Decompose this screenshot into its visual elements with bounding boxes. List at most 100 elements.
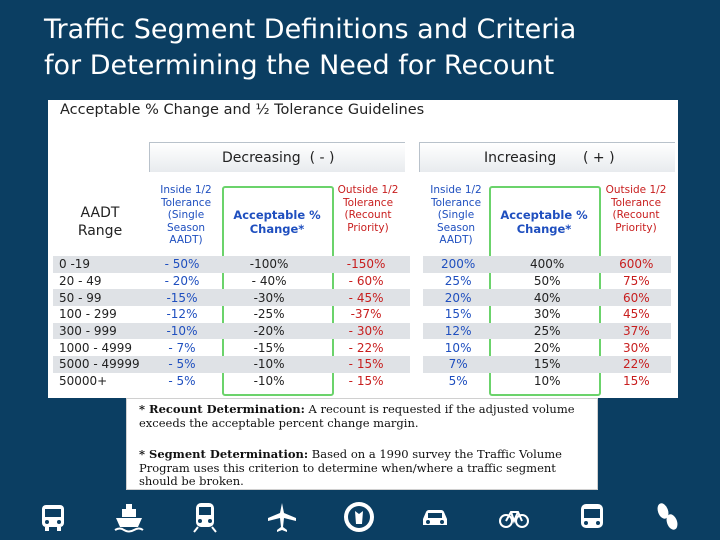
aadt-range-cell: 1000 - 4999 bbox=[59, 340, 133, 355]
footer-icon-bar bbox=[0, 492, 720, 540]
decreasing-outside-cell: - 30% bbox=[322, 322, 410, 340]
aadt-range-cell: 20 - 49 bbox=[59, 274, 102, 289]
segment-note: * Segment Determination: Based on a 1990… bbox=[139, 447, 594, 489]
increasing-acceptable-cell: 10% bbox=[533, 374, 561, 389]
decreasing-outside-cell: - 15% bbox=[322, 356, 410, 373]
increasing-inside-cell: 7% bbox=[423, 356, 493, 373]
spacer-cell bbox=[409, 356, 424, 373]
decreasing-inside-cell: -15% bbox=[148, 289, 216, 307]
title-line-1: Traffic Segment Definitions and Criteria bbox=[44, 14, 577, 45]
decreasing-inside-cell: - 50% bbox=[148, 256, 216, 273]
table-row: 50 - 99 -15% -30% - 45% 20% 40% 60% bbox=[53, 289, 671, 307]
ship-icon bbox=[112, 500, 146, 534]
table-row: 20 - 49 - 20% - 40% - 60% 25% 50% 75% bbox=[53, 273, 671, 290]
bus-icon bbox=[36, 500, 70, 534]
decreasing-outside-cell: -150% bbox=[322, 256, 410, 273]
decreasing-outside-header: Outside 1/2 Tolerance (Recount Priority) bbox=[337, 184, 399, 234]
decreasing-header: Decreasing ( - ) bbox=[149, 142, 405, 172]
decreasing-inside-cell: - 7% bbox=[168, 340, 196, 355]
increasing-acceptable-cell: 15% bbox=[492, 356, 602, 373]
decreasing-outside-cell: - 22% bbox=[348, 340, 384, 355]
increasing-outside-cell: 15% bbox=[622, 374, 650, 389]
decreasing-outside-cell: - 45% bbox=[322, 289, 410, 307]
table-row: 1000 - 4999 - 7% -15% - 22% 10% 20% 30% bbox=[53, 339, 671, 356]
decreasing-acceptable-cell: -30% bbox=[215, 289, 323, 307]
increasing-inside-header: Inside 1/2 Tolerance (Single Season AADT… bbox=[430, 184, 482, 246]
increasing-acceptable-cell: 400% bbox=[492, 256, 602, 273]
spacer-cell bbox=[409, 322, 424, 340]
decreasing-inside-cell: - 20% bbox=[164, 274, 200, 289]
decreasing-acceptable-cell: -15% bbox=[253, 340, 285, 355]
increasing-outside-cell: 30% bbox=[622, 340, 650, 355]
range-label: Range bbox=[77, 223, 123, 239]
footprints-icon bbox=[650, 500, 684, 534]
increasing-outside-cell: 37% bbox=[601, 322, 671, 340]
spacer-cell bbox=[410, 339, 424, 356]
table-row: 100 - 299 -12% -25% -37% 15% 30% 45% bbox=[53, 306, 671, 323]
aadt-range-cell: 50 - 99 bbox=[53, 289, 149, 307]
spacer-cell bbox=[410, 373, 424, 390]
table-title: Acceptable % Change and ½ Tolerance Guid… bbox=[60, 102, 425, 118]
spacer-cell bbox=[409, 256, 424, 273]
recount-label: * Recount Determination: bbox=[139, 402, 305, 416]
increasing-outside-header: Outside 1/2 Tolerance (Recount Priority) bbox=[605, 184, 667, 234]
bicycle-icon bbox=[497, 500, 531, 534]
increasing-inside-cell: 20% bbox=[423, 289, 493, 307]
guidelines-table-panel: Acceptable % Change and ½ Tolerance Guid… bbox=[48, 100, 678, 398]
increasing-acceptable-cell: 30% bbox=[533, 307, 561, 322]
aadt-range-cell: 100 - 299 bbox=[59, 307, 117, 322]
increasing-header: Increasing ( + ) bbox=[419, 142, 675, 172]
spacer-cell bbox=[409, 289, 424, 307]
car-icon bbox=[418, 500, 452, 534]
decreasing-acceptable-cell: -10% bbox=[253, 374, 285, 389]
increasing-inside-cell: 12% bbox=[423, 322, 493, 340]
dot-seal-icon bbox=[342, 500, 376, 534]
decreasing-outside-cell: - 15% bbox=[348, 374, 384, 389]
guidelines-table: 0 -19- 50% -100% -150% 200% 400% 600% 20 - 49 -… bbox=[53, 256, 671, 390]
increasing-outside-cell: 60% bbox=[601, 289, 671, 307]
segment-label: * Segment Determination: bbox=[139, 447, 309, 461]
segment-text: Based on a 1990 survey the Traffic Volum… bbox=[139, 447, 562, 488]
recount-note: * Recount Determination: A recount is re… bbox=[139, 402, 594, 430]
decreasing-outside-cell: -37% bbox=[350, 307, 382, 322]
decreasing-acceptable-header: Acceptable % Change* bbox=[233, 208, 321, 236]
increasing-acceptable-cell: 50% bbox=[533, 274, 561, 289]
aadt-range-header: AADT Range bbox=[70, 204, 130, 240]
table-row: 300 - 999 -10% -20% - 30% 12% 25% 37% bbox=[53, 322, 671, 340]
increasing-inside-cell: 10% bbox=[444, 340, 472, 355]
spacer-cell bbox=[410, 306, 424, 323]
aadt-range-cell: 50000+ bbox=[59, 374, 108, 389]
increasing-acceptable-cell: 20% bbox=[533, 340, 561, 355]
decreasing-acceptable-cell: -100% bbox=[215, 256, 323, 273]
increasing-outside-cell: 22% bbox=[601, 356, 671, 373]
increasing-inside-cell: 25% bbox=[444, 274, 472, 289]
decreasing-inside-cell: -12% bbox=[166, 307, 198, 322]
aadt-range-cell: 300 - 999 bbox=[53, 322, 149, 340]
table-row: 0 -19- 50% -100% -150% 200% 400% 600% bbox=[53, 256, 671, 273]
increasing-acceptable-header: Acceptable % Change* bbox=[500, 208, 588, 236]
title-line-2: for Determining the Need for Recount bbox=[44, 50, 555, 81]
decreasing-acceptable-cell: -10% bbox=[215, 356, 323, 373]
increasing-outside-cell: 45% bbox=[622, 307, 650, 322]
table-row: 50000+ - 5% -10% - 15% 5% 10% 15% bbox=[53, 373, 671, 390]
train-icon bbox=[188, 500, 222, 534]
bus-front-icon bbox=[575, 500, 609, 534]
table-row: 5000 - 49999- 5% -10% - 15% 7% 15% 22% bbox=[53, 356, 671, 373]
increasing-outside-cell: 75% bbox=[622, 274, 650, 289]
recount-text: A recount is requested if the adjusted v… bbox=[139, 402, 575, 430]
decreasing-outside-cell: - 60% bbox=[348, 274, 384, 289]
decreasing-inside-cell: - 5% bbox=[168, 374, 196, 389]
decreasing-inside-header: Inside 1/2 Tolerance (Single Season AADT… bbox=[160, 184, 212, 246]
aadt-range-cell: 5000 - 49999 bbox=[53, 356, 149, 373]
spacer-cell bbox=[410, 273, 424, 290]
aadt-label: AADT bbox=[80, 205, 120, 221]
decreasing-inside-cell: - 5% bbox=[148, 356, 216, 373]
notes-box: * Recount Determination: A recount is re… bbox=[126, 398, 598, 490]
increasing-inside-cell: 5% bbox=[448, 374, 468, 389]
aadt-range-cell: 0 -19 bbox=[53, 256, 149, 273]
increasing-inside-cell: 15% bbox=[444, 307, 472, 322]
decreasing-acceptable-cell: - 40% bbox=[251, 274, 287, 289]
increasing-inside-cell: 200% bbox=[423, 256, 493, 273]
increasing-outside-cell: 600% bbox=[601, 256, 671, 273]
increasing-acceptable-cell: 40% bbox=[492, 289, 602, 307]
